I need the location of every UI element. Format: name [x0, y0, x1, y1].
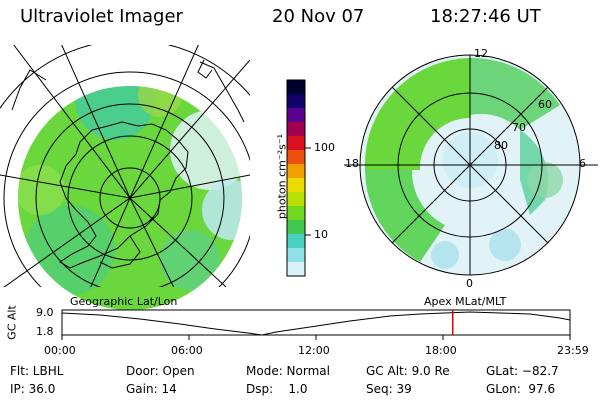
geographic-caption: Geographic Lat/Lon — [70, 295, 178, 308]
mlt-label-18: 18 — [345, 157, 359, 170]
time-label: 18:27:46 UT — [430, 6, 541, 27]
mlat-label-70: 70 — [512, 121, 526, 134]
antarctica-coastline — [11, 59, 245, 269]
colorbar-stripe — [287, 150, 305, 165]
colorbar-stripe — [287, 262, 305, 277]
status-gain: Gain: 14 — [126, 382, 177, 396]
mlat-label-60: 60 — [538, 98, 552, 111]
colorbar-stripe — [287, 220, 305, 235]
mlat-label-80: 80 — [494, 139, 508, 152]
colorbar-stripe — [287, 178, 305, 193]
colorbar-stripe — [287, 94, 305, 109]
colorbar — [286, 79, 311, 277]
geographic-map — [0, 45, 250, 310]
timeline-y-bottom: 1.8 — [36, 325, 54, 338]
colorbar-stripe — [287, 108, 305, 123]
colorbar-stripe — [287, 80, 305, 95]
colorbar-tick-100: 100 — [314, 141, 335, 154]
colorbar-tick-10: 10 — [314, 228, 328, 241]
status-glat: GLat: −82.7 — [486, 364, 559, 378]
instrument-title: Ultraviolet Imager — [20, 6, 183, 27]
timeline-axis-label: GC Alt — [5, 305, 19, 340]
timeline-tick-0000: 00:00 — [44, 344, 76, 357]
status-glon: GLon: 97.6 — [486, 382, 556, 396]
status-filter: Flt: LBHL — [10, 364, 64, 378]
timeline-tick-1800: 18:00 — [425, 344, 457, 357]
timeline-y-top: 9.0 — [36, 306, 54, 319]
mlt-label-6: 6 — [579, 157, 586, 170]
colorbar-gradient — [287, 80, 305, 277]
colorbar-stripe — [287, 122, 305, 137]
timeline-tick-2359: 23:59 — [557, 344, 589, 357]
right-mag-grid — [344, 54, 598, 276]
colorbar-stripe — [287, 164, 305, 179]
status-seq: Seq: 39 — [366, 382, 412, 396]
colorbar-stripe — [287, 248, 305, 263]
status-ip: IP: 36.0 — [10, 382, 56, 396]
date-label: 20 Nov 07 — [272, 6, 365, 27]
colorbar-stripe — [287, 234, 305, 249]
magnetic-map — [344, 54, 598, 276]
status-dsp: Dsp: 1.0 — [246, 382, 308, 396]
colorbar-stripe — [287, 206, 305, 221]
colorbar-stripe — [287, 136, 305, 151]
mlt-label-12: 12 — [474, 47, 488, 60]
altitude-timeline — [61, 309, 571, 340]
status-door: Door: Open — [126, 364, 195, 378]
apex-caption: Apex MLat/MLT — [424, 295, 507, 308]
timeline-tick-0600: 06:00 — [171, 344, 203, 357]
mlt-label-0: 0 — [466, 277, 473, 290]
left-geo-grid — [0, 45, 250, 287]
timeline-tick-1200: 12:00 — [298, 344, 330, 357]
status-gc-alt: GC Alt: 9.0 Re — [366, 364, 450, 378]
status-mode: Mode: Normal — [246, 364, 330, 378]
colorbar-unit-label: photon cm⁻²s⁻¹ — [275, 133, 289, 220]
colorbar-stripe — [287, 192, 305, 207]
